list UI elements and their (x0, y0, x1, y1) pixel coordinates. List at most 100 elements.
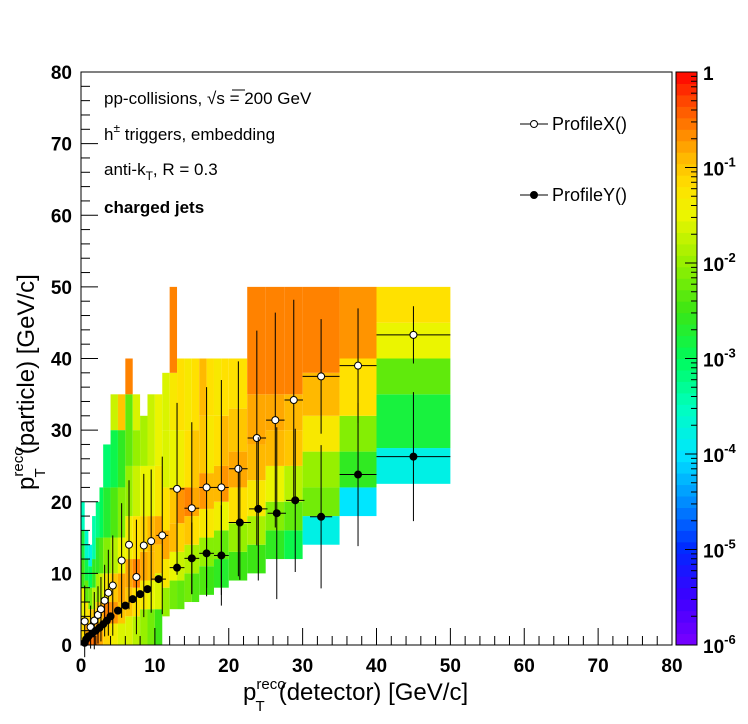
colorbar-band (676, 324, 697, 337)
y-axis-title: preco T(particle) [GeV/c] (10, 274, 49, 490)
heatmap-cell (206, 358, 214, 416)
colorbar-tick-label: 10-5 (703, 537, 736, 563)
heatmap-cell (191, 358, 200, 431)
y-axis: 0 10 20 30 40 50 60 70 80 (51, 63, 98, 657)
x-tick-label: 20 (218, 656, 239, 677)
data-point (100, 596, 109, 605)
heatmap-cell (284, 530, 303, 560)
heatmap-cell (99, 537, 104, 574)
data-point (254, 504, 263, 513)
data-point (235, 518, 244, 527)
colorbar-band (676, 347, 697, 359)
heatmap-cell (84, 559, 89, 581)
legend-label-profilex: ProfileX() (552, 114, 627, 134)
data-point (96, 605, 105, 614)
heatmap-cell (169, 523, 178, 552)
data-point (173, 563, 182, 572)
heatmap-cell (169, 286, 178, 373)
heatmap-cell (221, 415, 229, 466)
colorbar-band (676, 599, 697, 612)
data-point (143, 585, 152, 594)
heatmap-cell (191, 516, 200, 545)
colorbar-band (676, 152, 697, 165)
colorbar-band (676, 117, 697, 130)
y-tick-label: 60 (51, 206, 72, 227)
legend-label-profiley: ProfileY() (552, 185, 627, 205)
y-tick-label: 10 (51, 564, 72, 585)
colorbar-band (676, 209, 697, 222)
data-point (147, 537, 156, 546)
heatmap-cell (191, 573, 200, 603)
colorbar-tick-label: 10-3 (703, 346, 736, 372)
colorbar-tick-label: 10-1 (703, 155, 736, 181)
colorbar-band (676, 622, 697, 635)
data-point (217, 551, 226, 560)
colorbar-tick-label: 10-2 (703, 250, 736, 276)
heatmap-cell (169, 430, 178, 488)
colorbar-band (676, 381, 697, 394)
heatmap-cell (132, 394, 141, 431)
heatmap-cell (99, 487, 104, 538)
heatmap-cell (95, 537, 100, 574)
x-tick-label: 0 (76, 656, 87, 677)
colorbar-band (676, 358, 697, 371)
annotation-collisions: pp-collisions, √s = 200 GeV (104, 89, 312, 108)
heatmap-cell (103, 573, 111, 603)
data-point (252, 434, 261, 443)
colorbar-band (676, 404, 697, 417)
x-tick-label: 80 (661, 656, 682, 677)
colorbar-band (676, 255, 697, 268)
colorbar-band (676, 530, 697, 543)
heatmap-cell (184, 573, 192, 603)
heatmap-cell (213, 530, 222, 560)
heatmap-cell (162, 430, 170, 488)
colorbar-band (676, 473, 697, 486)
colorbar-band (676, 312, 697, 325)
x-tick-label: 40 (366, 656, 387, 677)
colorbar-band (676, 484, 697, 497)
colorbar-tick-label: 1 (703, 64, 714, 85)
legend-marker-profilex (530, 120, 538, 128)
heatmap-cell (84, 580, 89, 603)
colorbar-tick-label: 10-4 (703, 441, 736, 467)
heatmap-cell (169, 487, 178, 524)
heatmap-cell (221, 358, 229, 416)
colorbar-band (676, 140, 697, 153)
heatmap-cell (103, 602, 111, 624)
data-point (125, 540, 134, 549)
legend-marker-profiley (530, 191, 538, 199)
heatmap-cell (221, 501, 229, 531)
colorbar-band (676, 232, 697, 245)
data-point (217, 483, 226, 492)
heatmap-cell (132, 430, 141, 466)
colorbar-band (676, 198, 697, 211)
heatmap-cell (177, 430, 185, 488)
heatmap-cell (206, 473, 214, 509)
heatmap-cell (125, 358, 133, 395)
y-tick-label: 80 (51, 63, 72, 84)
heatmap-cell (110, 623, 118, 645)
heatmap-cell (125, 394, 133, 466)
data-point (158, 531, 167, 540)
colorbar-band (676, 415, 697, 428)
colorbar-band (676, 633, 697, 646)
data-point (409, 452, 418, 461)
data-point (317, 512, 326, 521)
data-point (289, 396, 298, 405)
heatmap-cell (84, 602, 89, 624)
colorbar-band (676, 129, 697, 142)
heatmap-cell (103, 623, 111, 645)
heatmap-cell (199, 358, 207, 416)
heatmap-cell (213, 358, 222, 416)
heatmap-cell (206, 566, 214, 595)
data-point (117, 556, 126, 565)
data-point (234, 464, 243, 473)
heatmap-cell (199, 566, 207, 595)
x-tick-label: 70 (588, 656, 609, 677)
heatmap-cell (206, 415, 214, 474)
heatmap-cell (221, 465, 229, 502)
heatmap-cell (103, 487, 111, 538)
annotation-jet-type: charged jets (104, 198, 204, 217)
heatmap-cell (221, 530, 229, 560)
